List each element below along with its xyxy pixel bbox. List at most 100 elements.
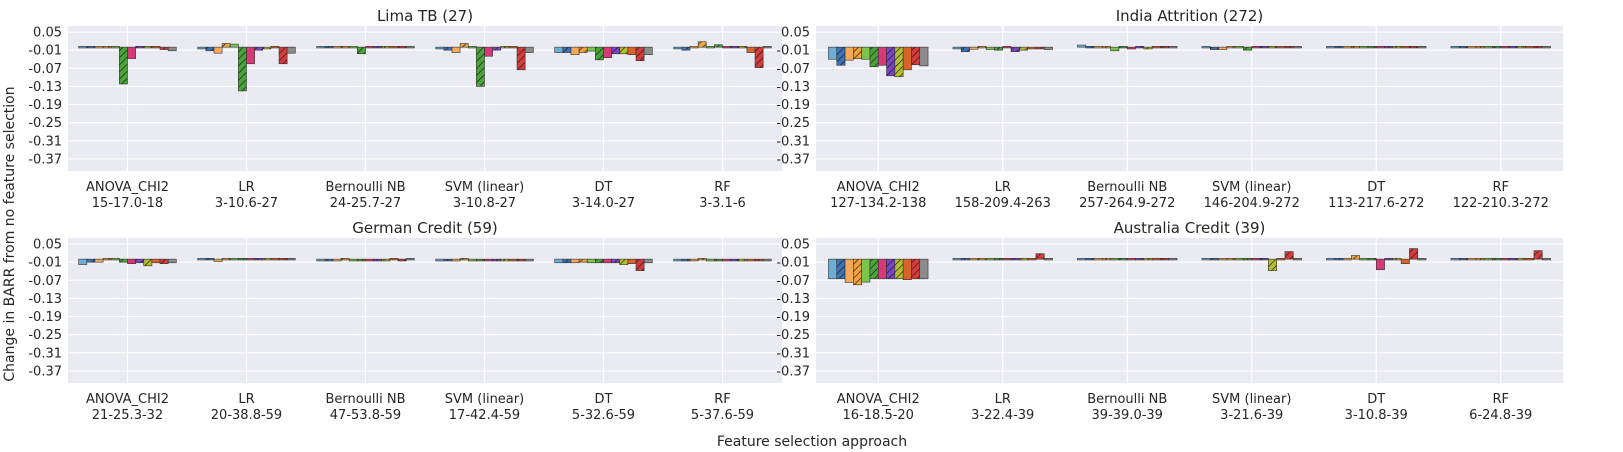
x-tick-label: SVM (linear) (1212, 392, 1291, 407)
y-tick-label: -0.13 (776, 80, 810, 95)
y-tick-label: -0.07 (776, 62, 810, 77)
bar (754, 258, 764, 262)
bar (1093, 46, 1103, 49)
bar (643, 46, 653, 55)
bar (435, 46, 445, 50)
bar (484, 46, 493, 57)
bar (1226, 258, 1236, 261)
y-tick-label: -0.19 (28, 98, 62, 113)
bar (1276, 46, 1286, 49)
bar (853, 258, 862, 286)
bar (1093, 258, 1103, 261)
bar (1342, 258, 1352, 261)
bar (1201, 46, 1211, 49)
bar (1541, 258, 1551, 261)
bar (143, 46, 153, 49)
bar (1143, 46, 1153, 50)
bar (1384, 46, 1394, 49)
bar (1151, 258, 1161, 261)
bar (1259, 258, 1269, 261)
x-tick-range-label: 158-209.4-263 (955, 196, 1051, 211)
y-tick-label: -0.25 (28, 116, 62, 131)
bar (151, 46, 161, 49)
bar (578, 46, 588, 53)
bar (730, 46, 740, 49)
x-tick-label: Bernoulli NB (1087, 392, 1167, 407)
bar (500, 46, 510, 49)
panel-3: 0.05 -0.01 -0.07 -0.13 -0.19 -0.25 -0.31 -0.37 A… (776, 219, 1563, 423)
bar (213, 258, 223, 262)
bar (697, 258, 707, 261)
x-tick-range-label: 127-134.2-138 (830, 196, 926, 211)
bar (611, 258, 621, 264)
bar (1351, 46, 1360, 49)
bar (1035, 46, 1045, 50)
bar (435, 258, 445, 262)
bar (861, 46, 871, 60)
bar (1467, 46, 1477, 49)
bar (1110, 258, 1120, 261)
bar (1002, 46, 1012, 49)
x-tick-range-label: 16-18.5-20 (843, 408, 914, 423)
bar (476, 258, 485, 262)
bar (332, 258, 342, 262)
bar (586, 46, 596, 52)
x-tick-range-label: 3-10.6-27 (215, 196, 278, 211)
bar (516, 46, 526, 71)
bar (492, 258, 502, 262)
bar (969, 258, 979, 261)
bar (1209, 46, 1219, 50)
bar (746, 46, 756, 53)
bar (977, 46, 987, 49)
bar (1367, 46, 1377, 49)
bar (127, 46, 136, 59)
bar (828, 46, 838, 60)
x-tick-range-label: 5-37.6-59 (691, 408, 754, 423)
bar (1077, 258, 1087, 261)
y-tick-label: 0.05 (781, 238, 810, 253)
bar (595, 258, 604, 264)
y-tick-label: -0.07 (28, 62, 62, 77)
bar (221, 258, 231, 261)
bar (836, 46, 846, 66)
y-tick-label: -0.01 (776, 44, 810, 59)
x-tick-label: LR (238, 180, 254, 195)
x-tick-label: LR (995, 392, 1011, 407)
bar (1019, 258, 1028, 261)
bar (110, 46, 120, 49)
bar (562, 258, 572, 264)
x-tick-range-label: 122-210.3-272 (1453, 196, 1549, 211)
bar (627, 46, 637, 55)
bar (1234, 258, 1244, 261)
x-tick-label: ANOVA_CHI2 (837, 180, 920, 195)
panel-title: Australia Credit (39) (1114, 219, 1266, 237)
bar (1251, 258, 1261, 261)
bar (229, 258, 239, 261)
bar (397, 46, 407, 49)
bar (467, 46, 477, 49)
y-tick-label: -0.31 (776, 346, 810, 361)
bar (681, 46, 691, 51)
bar (278, 258, 288, 261)
bar (1268, 258, 1277, 271)
bar (246, 46, 255, 65)
bar (762, 258, 772, 262)
panel-1: 0.05 -0.01 -0.07 -0.13 -0.19 -0.25 -0.31 -0.37 A… (776, 7, 1563, 211)
bar (1160, 46, 1170, 49)
x-tick-label: LR (995, 180, 1011, 195)
bar (324, 46, 334, 49)
bar (270, 46, 280, 49)
bar (635, 46, 645, 62)
x-tick-range-label: 3-10.8-39 (1345, 408, 1408, 423)
bar (397, 258, 407, 262)
bar (673, 46, 683, 50)
bar (1284, 46, 1294, 49)
x-tick-label: Bernoulli NB (325, 392, 405, 407)
bar (1334, 258, 1344, 261)
x-tick-range-label: 3-21.6-39 (1220, 408, 1283, 423)
bar (1027, 46, 1037, 50)
bar (1409, 248, 1419, 260)
bar (365, 46, 374, 49)
y-tick-label: -0.31 (28, 134, 62, 149)
bar (1126, 46, 1136, 50)
